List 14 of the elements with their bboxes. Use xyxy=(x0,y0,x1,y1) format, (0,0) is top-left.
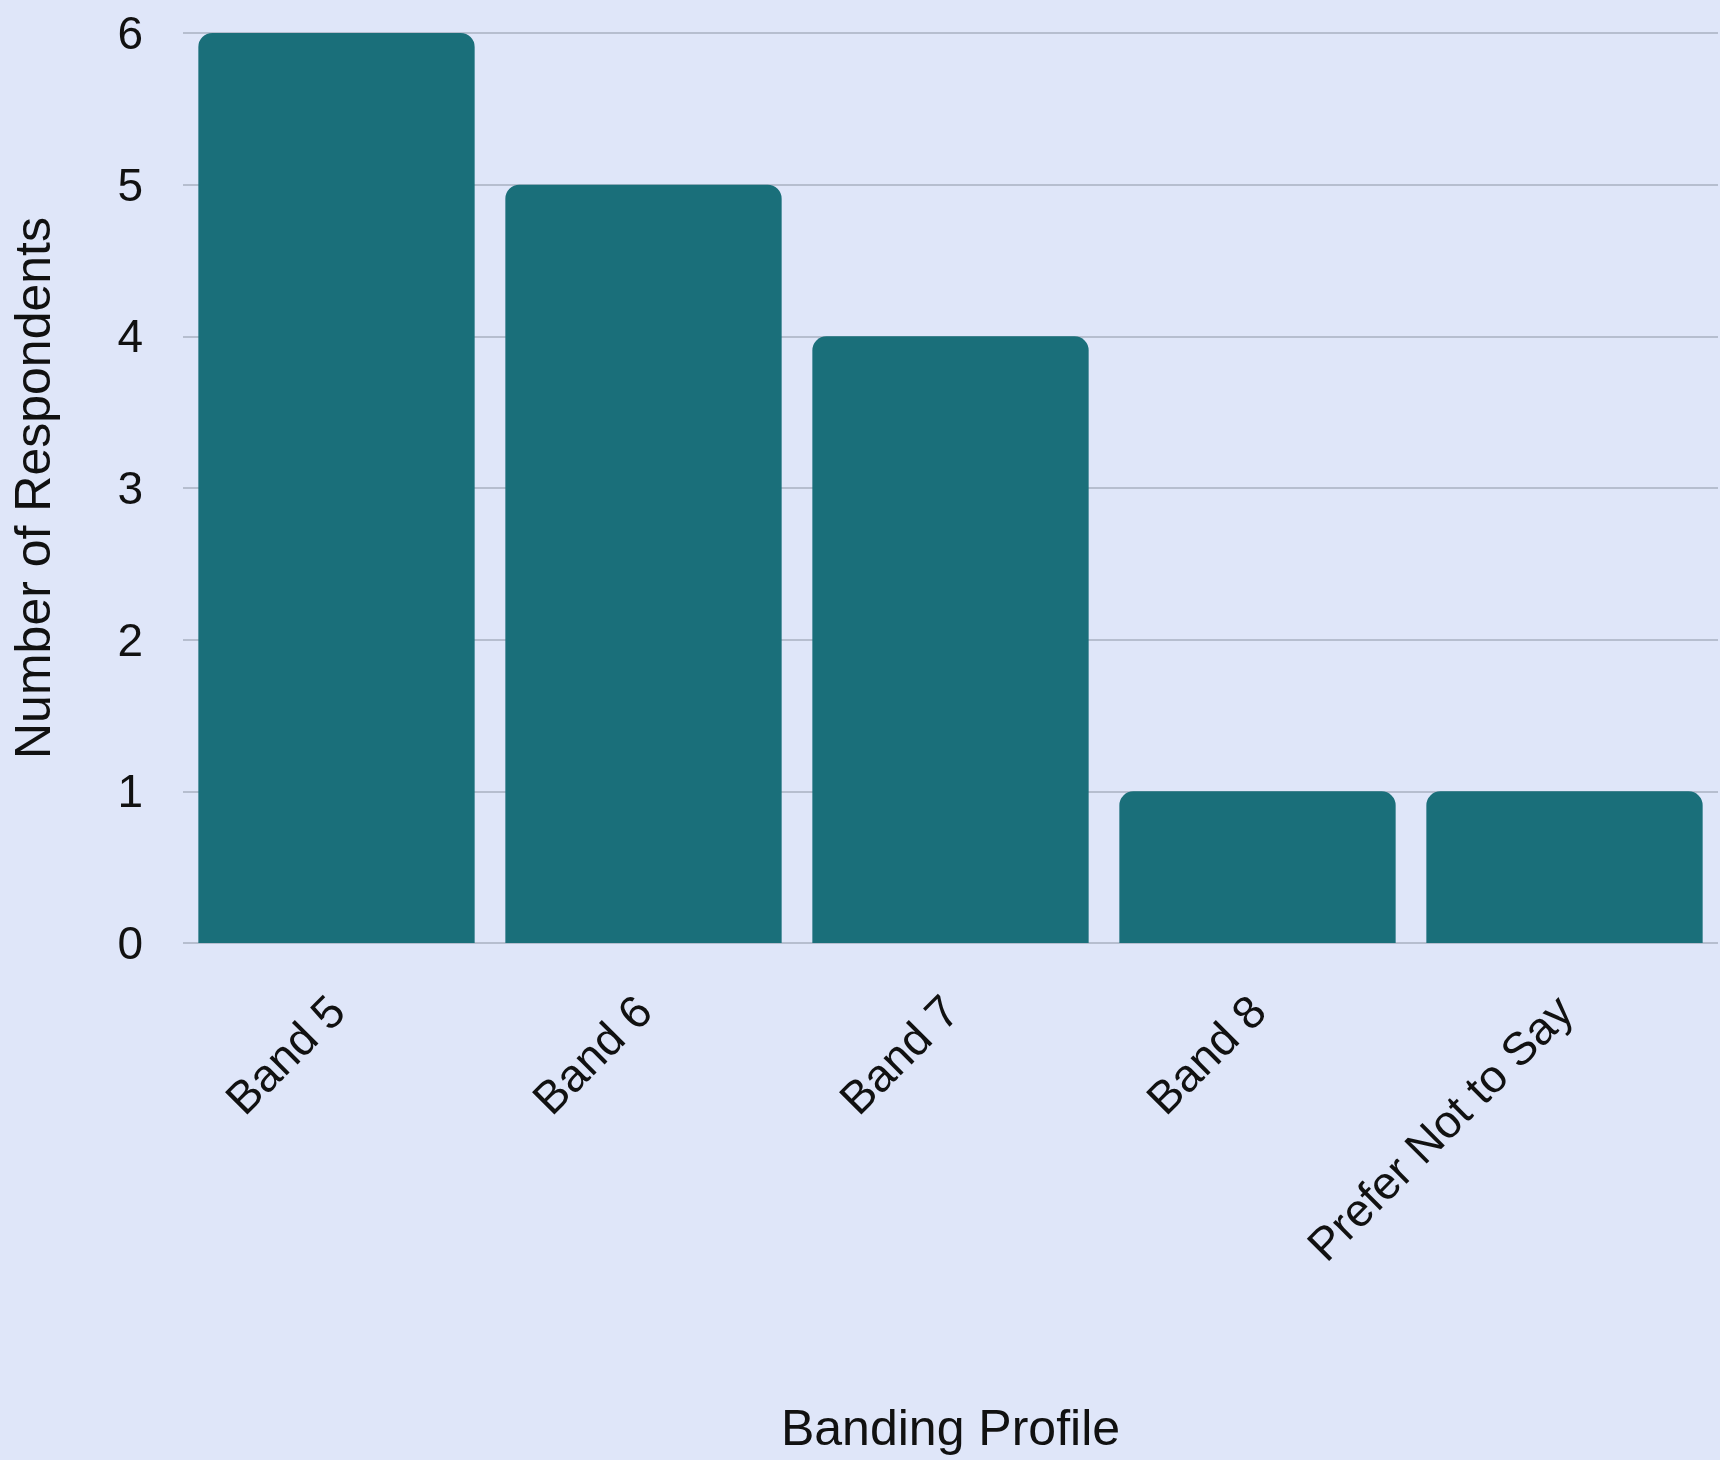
bar xyxy=(505,184,782,943)
y-tick-label: 4 xyxy=(117,310,143,363)
bar xyxy=(1426,791,1703,943)
bar xyxy=(198,33,475,943)
y-tick-label: 6 xyxy=(117,7,143,59)
y-tick-label: 5 xyxy=(117,158,143,211)
y-axis-title: Number of Respondents xyxy=(5,217,61,759)
y-tick-label: 1 xyxy=(117,765,143,818)
y-tick-label: 3 xyxy=(117,462,143,514)
y-tick-label: 0 xyxy=(117,917,143,969)
bar xyxy=(812,336,1089,943)
y-tick-label: 2 xyxy=(117,613,143,666)
x-axis-title: Banding Profile xyxy=(780,1400,1121,1456)
bar xyxy=(1119,791,1396,943)
